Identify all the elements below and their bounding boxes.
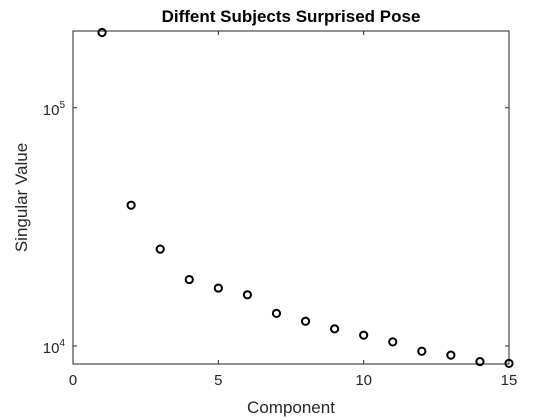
data-point [504, 358, 514, 368]
data-point [388, 337, 398, 347]
data-point [126, 200, 136, 210]
data-point [271, 308, 282, 318]
data-point [475, 356, 485, 367]
data-point [184, 274, 194, 285]
ticks: 0 5 10 15 104 105 [43, 31, 518, 389]
data-point [446, 350, 456, 360]
x-tick-label: 10 [355, 372, 372, 389]
data-point [213, 283, 223, 293]
x-tick-label: 0 [69, 372, 77, 389]
data-point [330, 324, 340, 334]
data-points [97, 27, 514, 368]
y-tick-label: 104 [43, 338, 66, 357]
plot-area [72, 30, 510, 365]
y-tick-label: 105 [43, 100, 66, 119]
data-point [417, 346, 427, 356]
y-axis-label: Singular Value [12, 143, 31, 252]
data-point [359, 330, 369, 340]
x-tick-label: 5 [214, 372, 222, 389]
data-point [242, 290, 252, 300]
data-point [300, 316, 311, 326]
x-axis-label: Component [247, 398, 335, 417]
data-point [97, 27, 107, 38]
data-point [155, 244, 165, 254]
chart-title: Diffent Subjects Surprised Pose [162, 7, 421, 26]
x-tick-label: 15 [501, 372, 518, 389]
